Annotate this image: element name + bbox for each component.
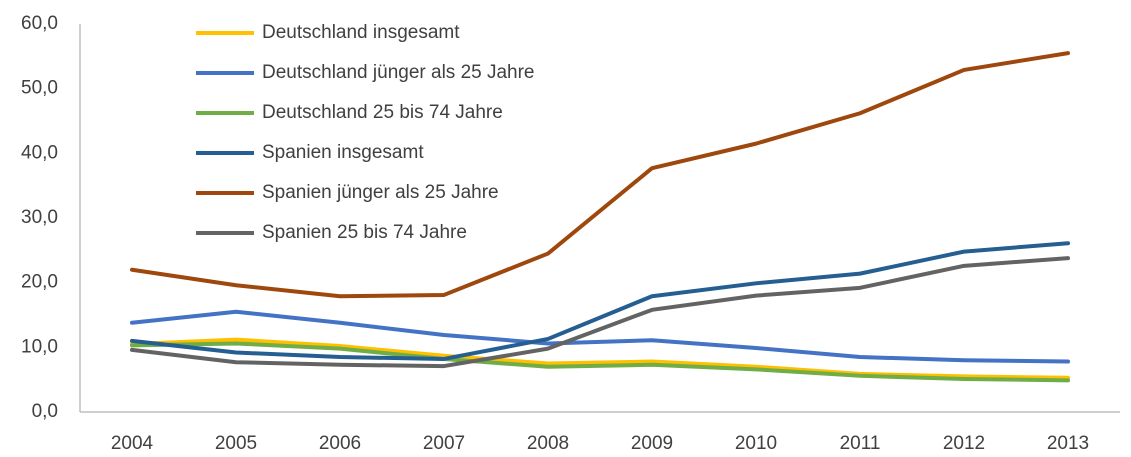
x-tick-label: 2006	[319, 433, 361, 454]
y-tick-label: 50,0	[21, 78, 58, 99]
x-tick-label: 2004	[111, 433, 154, 454]
y-tick-label: 20,0	[21, 272, 58, 293]
y-tick-label: 10,0	[21, 336, 58, 357]
y-tick-label: 0,0	[32, 401, 58, 422]
series-line	[130, 256, 1070, 369]
y-tick-label: 30,0	[21, 207, 58, 228]
series-line	[130, 337, 1070, 380]
legend-label: Spanien 25 bis 74 Jahre	[262, 222, 467, 243]
x-tick-label: 2008	[527, 433, 569, 454]
series-line	[130, 309, 1070, 364]
series-line	[130, 51, 1070, 299]
legend-label: Spanien insgesamt	[262, 142, 424, 163]
legend-label: Deutschland insgesamt	[262, 22, 460, 43]
x-tick-label: 2012	[943, 433, 985, 454]
series-line	[130, 341, 1070, 383]
legend-label: Deutschland 25 bis 74 Jahre	[262, 102, 503, 123]
y-tick-label: 60,0	[21, 13, 58, 34]
x-tick-label: 2009	[631, 433, 673, 454]
x-tick-label: 2011	[840, 433, 881, 454]
x-tick-label: 2007	[423, 433, 465, 454]
legend-label: Deutschland jünger als 25 Jahre	[262, 62, 535, 83]
x-tick-label: 2005	[215, 433, 257, 454]
x-tick-label: 2013	[1047, 433, 1089, 454]
series-line	[130, 241, 1070, 361]
legend-label: Spanien jünger als 25 Jahre	[262, 182, 499, 203]
x-tick-label: 2010	[735, 433, 777, 454]
y-tick-label: 40,0	[21, 142, 58, 163]
